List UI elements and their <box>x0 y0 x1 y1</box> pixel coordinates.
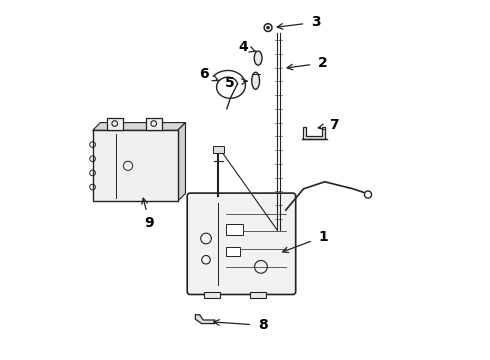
Circle shape <box>267 26 270 29</box>
Text: 1: 1 <box>318 230 328 244</box>
Polygon shape <box>303 127 325 139</box>
Ellipse shape <box>254 51 262 65</box>
Polygon shape <box>100 123 185 193</box>
Ellipse shape <box>252 72 260 89</box>
Bar <box>225 247 240 256</box>
Bar <box>93 130 178 201</box>
Bar <box>146 118 162 130</box>
Text: 4: 4 <box>238 40 248 54</box>
Polygon shape <box>93 123 185 130</box>
Text: 8: 8 <box>258 318 268 332</box>
Bar <box>225 224 243 235</box>
Polygon shape <box>196 315 215 324</box>
Text: 2: 2 <box>318 56 328 70</box>
Text: 3: 3 <box>311 15 320 29</box>
Polygon shape <box>204 292 220 298</box>
FancyBboxPatch shape <box>187 193 295 294</box>
Bar <box>107 118 122 130</box>
Text: 7: 7 <box>329 118 339 132</box>
Bar <box>213 146 224 153</box>
Text: 5: 5 <box>225 76 235 90</box>
Text: 6: 6 <box>199 67 209 81</box>
Text: 9: 9 <box>145 216 154 230</box>
Polygon shape <box>250 292 266 298</box>
Polygon shape <box>178 123 185 201</box>
